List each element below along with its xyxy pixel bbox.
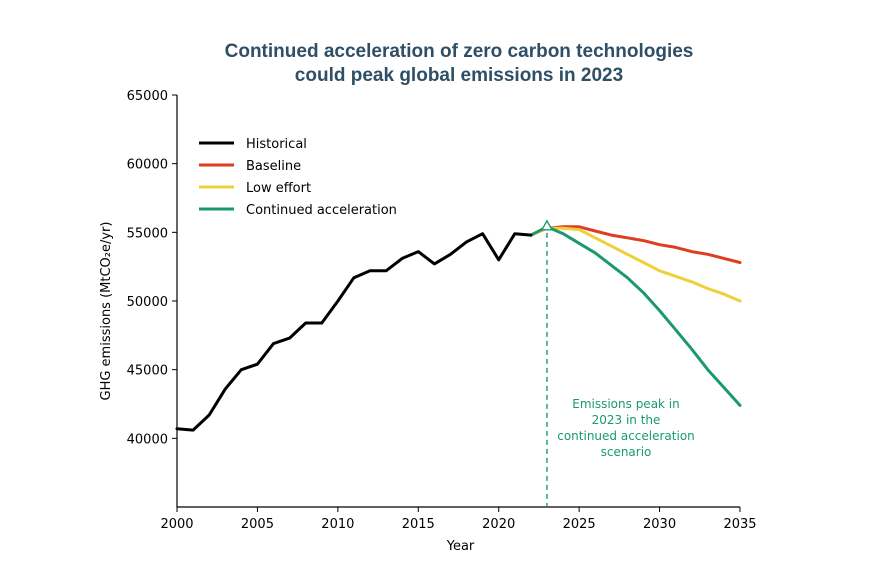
x-axis-label: Year [446,539,475,554]
annotation-line-2: 2023 in the [592,413,661,427]
series-line-low-effort [529,226,742,303]
x-tick-label-2030: 2030 [643,517,676,532]
x-tick-label-2025: 2025 [563,517,596,532]
series-line-baseline [529,225,742,264]
annotation-line-3: continued acceleration [557,429,695,443]
y-tick-label-55000: 55000 [127,226,168,241]
y-tick-label-45000: 45000 [127,364,168,379]
peak-annotation: Emissions peak in 2023 in the continued ac… [540,219,695,507]
series-lines [175,225,742,432]
annotation-line-1: Emissions peak in [572,397,680,411]
x-tick-label-2005: 2005 [241,517,274,532]
y-tick-label-60000: 60000 [127,158,168,173]
y-tick-label-40000: 40000 [127,432,168,447]
legend-label-continued-acceleration: Continued acceleration [246,203,397,218]
y-tick-label-65000: 65000 [127,89,168,104]
legend-label-baseline: Baseline [246,159,301,174]
ticks: 40000 45000 50000 55000 60000 65000 2000 2005 20… [127,89,757,532]
chart-title-line-2: could peak global emissions in 2023 [294,65,624,86]
series-line-historical [175,232,533,432]
x-tick-label-2000: 2000 [160,517,193,532]
x-tick-label-2020: 2020 [482,517,515,532]
x-tick-label-2010: 2010 [321,517,354,532]
y-tick-label-50000: 50000 [127,295,168,310]
peak-marker [540,219,554,231]
chart-title: Continued acceleration of zero carbon te… [0,40,888,88]
y-axis-label: GHG emissions (MtCO₂e/yr) [99,222,114,401]
x-tick-label-2035: 2035 [723,517,756,532]
legend-label-low-effort: Low effort [246,181,311,196]
x-tick-label-2015: 2015 [402,517,435,532]
annotation-line-4: scenario [601,445,652,459]
series-line-continued-acceleration [529,225,742,407]
legend-label-historical: Historical [246,137,307,152]
chart-title-line-1: Continued acceleration of zero carbon te… [224,41,694,62]
legend: Historical Baseline Low effort Continued ac… [199,137,397,218]
axes [176,95,740,508]
